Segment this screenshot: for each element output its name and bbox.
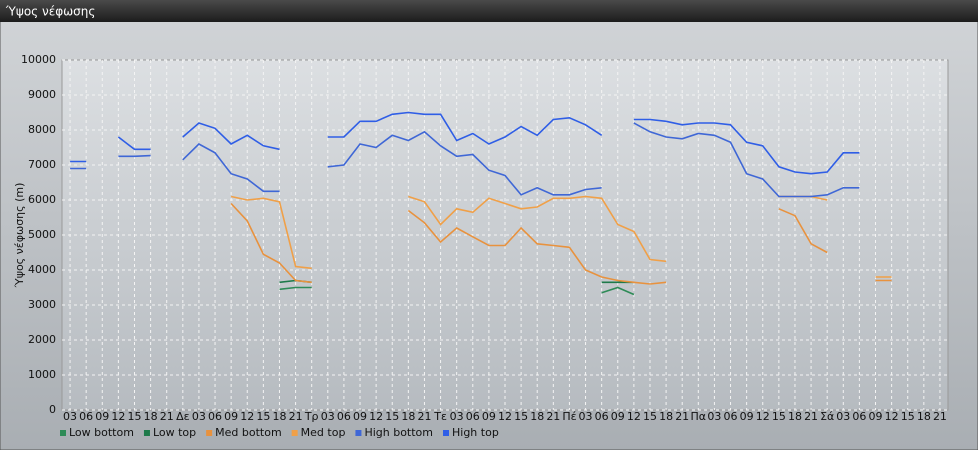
- legend: Low bottom Low top Med bottom Med top High b…: [60, 426, 499, 439]
- legend-swatch: [355, 430, 362, 436]
- x-tick-label: 12: [498, 410, 512, 423]
- y-tick-label: 3000: [28, 298, 56, 311]
- legend-swatch: [206, 430, 213, 436]
- series-line: [230, 195, 892, 278]
- x-tick-label: 09: [482, 410, 496, 423]
- x-tick-label: 06: [337, 410, 351, 423]
- x-tick-label: Τε: [433, 410, 447, 423]
- x-tick-label: 18: [659, 410, 673, 423]
- x-tick-label: 12: [111, 410, 125, 423]
- x-tick-label: 21: [933, 410, 947, 423]
- x-tick-label: 12: [369, 410, 383, 423]
- x-tick-label: Πα: [691, 410, 707, 423]
- x-tick-label: 06: [79, 410, 93, 423]
- legend-swatch: [60, 430, 66, 436]
- y-tick-label: 4000: [28, 263, 56, 276]
- x-tick-label: 12: [240, 410, 254, 423]
- x-tick-label: 09: [224, 410, 238, 423]
- x-tick-label: 15: [772, 410, 786, 423]
- x-tick-label: 15: [385, 410, 399, 423]
- y-tick-label: 8000: [28, 123, 56, 136]
- x-tick-label: 18: [272, 410, 286, 423]
- x-tick-label: 06: [595, 410, 609, 423]
- x-tick-label: 18: [401, 410, 415, 423]
- x-tick-label: 09: [353, 410, 367, 423]
- series-line: [230, 202, 892, 285]
- series-line: [279, 286, 635, 296]
- y-tick-label: 6000: [28, 193, 56, 206]
- legend-swatch: [443, 430, 449, 436]
- legend-label: High top: [452, 426, 499, 439]
- x-tick-label: 15: [256, 410, 270, 423]
- y-axis-title: Ύψος νέφωσης (m): [13, 183, 26, 289]
- x-tick-label: 03: [836, 410, 850, 423]
- x-tick-label: 21: [675, 410, 689, 423]
- x-tick-label: 03: [321, 410, 335, 423]
- x-tick-label: 09: [95, 410, 109, 423]
- x-tick-label: 18: [144, 410, 158, 423]
- x-tick-label: 09: [740, 410, 754, 423]
- x-tick-label: Πέ: [562, 410, 576, 423]
- x-tick-label: 15: [901, 410, 915, 423]
- x-tick-label: 21: [160, 410, 174, 423]
- header: [0, 0, 978, 22]
- x-tick-label: 03: [63, 410, 77, 423]
- legend-label: Low bottom: [69, 426, 134, 439]
- x-tick-label: 06: [208, 410, 222, 423]
- x-tick-label: 18: [788, 410, 802, 423]
- legend-label: Med top: [301, 426, 346, 439]
- x-tick-label: 12: [756, 410, 770, 423]
- x-tick-label: 21: [289, 410, 303, 423]
- x-tick-label: 15: [643, 410, 657, 423]
- chart-title: Ύψος νέφωσης: [5, 5, 95, 19]
- x-tick-label: 03: [579, 410, 593, 423]
- legend-swatch: [143, 430, 150, 436]
- x-tick-label: Τρ: [304, 410, 319, 423]
- y-tick-label: 1000: [28, 368, 56, 381]
- legend-swatch: [291, 430, 298, 436]
- x-tick-label: 15: [127, 410, 141, 423]
- x-tick-label: 03: [192, 410, 206, 423]
- x-tick-label: 15: [514, 410, 528, 423]
- x-tick-label: 18: [917, 410, 931, 423]
- x-tick-label: 03: [707, 410, 721, 423]
- y-tick-label: 2000: [28, 333, 56, 346]
- x-tick-label: 21: [546, 410, 560, 423]
- x-tick-label: Δε: [176, 410, 190, 423]
- y-tick-label: 5000: [28, 228, 56, 241]
- x-tick-label: 21: [417, 410, 431, 423]
- y-tick-label: 9000: [28, 88, 56, 101]
- x-tick-label: 12: [885, 410, 899, 423]
- x-tick-label: 09: [869, 410, 883, 423]
- x-tick-label: 06: [466, 410, 480, 423]
- x-tick-label: 12: [627, 410, 641, 423]
- x-tick-label: 03: [450, 410, 464, 423]
- series-line: [70, 122, 860, 198]
- x-tick-label: 18: [530, 410, 544, 423]
- x-tick-label: 06: [852, 410, 866, 423]
- y-tick-label: 10000: [21, 53, 56, 66]
- legend-label: Low top: [153, 426, 196, 439]
- x-tick-label: 09: [611, 410, 625, 423]
- x-tick-label: 21: [804, 410, 818, 423]
- y-tick-label: 7000: [28, 158, 56, 171]
- legend-label: Med bottom: [215, 426, 282, 439]
- legend-label: High bottom: [364, 426, 433, 439]
- series-line: [70, 111, 860, 175]
- y-tick-label: 0: [49, 403, 56, 416]
- x-tick-label: 06: [724, 410, 738, 423]
- x-tick-label: Σά: [820, 410, 834, 423]
